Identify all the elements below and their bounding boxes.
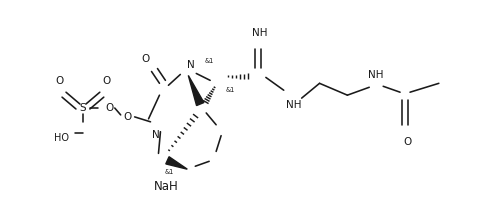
Text: O: O xyxy=(102,76,111,86)
Text: HO: HO xyxy=(54,133,69,143)
Text: &1: &1 xyxy=(226,87,235,93)
Text: NaH: NaH xyxy=(154,180,179,193)
Text: &1: &1 xyxy=(204,58,213,64)
Text: N: N xyxy=(151,130,159,140)
Text: O: O xyxy=(123,112,132,122)
Text: &1: &1 xyxy=(164,169,173,175)
Text: NH: NH xyxy=(252,28,267,38)
Text: S: S xyxy=(79,103,86,113)
Polygon shape xyxy=(166,157,187,169)
Text: O: O xyxy=(106,103,114,113)
Text: NH: NH xyxy=(368,70,383,80)
Text: NH: NH xyxy=(285,100,301,110)
Polygon shape xyxy=(188,75,204,106)
Text: O: O xyxy=(55,76,63,86)
Text: O: O xyxy=(402,137,410,147)
Text: O: O xyxy=(141,54,149,64)
Text: N: N xyxy=(187,60,195,70)
